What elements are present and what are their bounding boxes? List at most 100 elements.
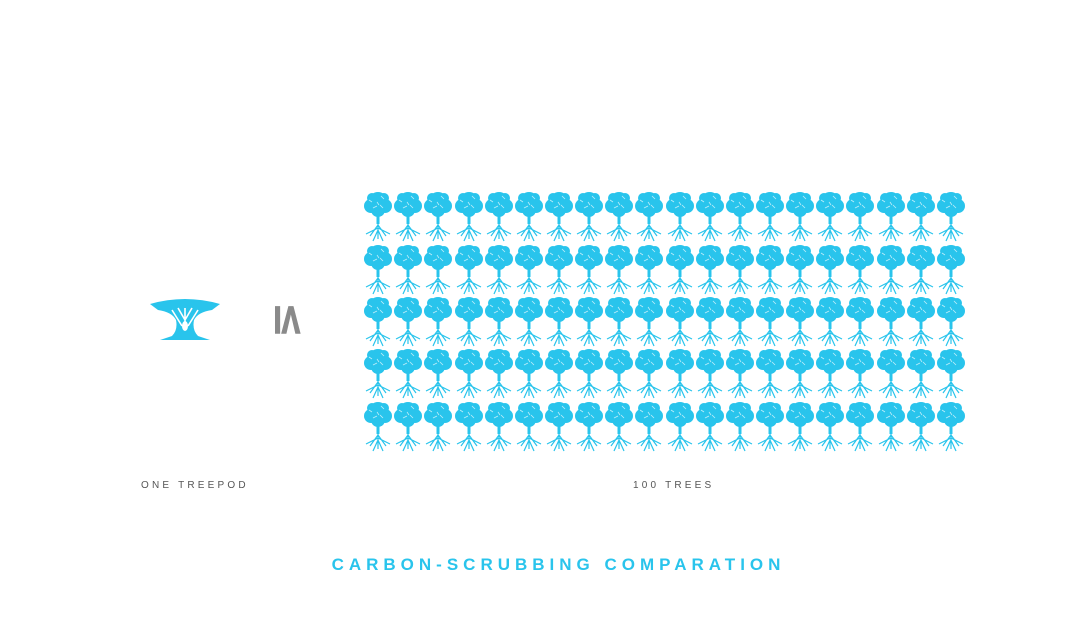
tree-icon <box>514 242 544 294</box>
tree-icon <box>815 400 845 452</box>
tree-icon <box>423 242 453 294</box>
tree-icon <box>423 400 453 452</box>
tree-icon <box>815 347 845 399</box>
tree-icon <box>906 347 936 399</box>
tree-icon <box>785 400 815 452</box>
tree-icon <box>393 295 423 347</box>
tree-icon <box>453 190 483 242</box>
tree-icon <box>876 400 906 452</box>
tree-icon <box>725 242 755 294</box>
tree-icon <box>604 347 634 399</box>
tree-icon <box>604 242 634 294</box>
tree-icon <box>453 400 483 452</box>
tree-icon <box>363 190 393 242</box>
tree-icon <box>876 242 906 294</box>
tree-icon <box>695 295 725 347</box>
tree-icon <box>755 242 785 294</box>
treepod-label: ONE TREEPOD <box>141 480 249 491</box>
tree-icon <box>393 400 423 452</box>
tree-icon <box>755 400 785 452</box>
tree-icon <box>936 190 966 242</box>
tree-icon <box>514 295 544 347</box>
tree-icon <box>725 400 755 452</box>
tree-icon <box>484 400 514 452</box>
tree-icon <box>423 347 453 399</box>
tree-icon <box>423 190 453 242</box>
less-than-or-equal-symbol: ≤ <box>264 301 316 339</box>
tree-icon <box>514 400 544 452</box>
tree-icon <box>845 295 875 347</box>
tree-icon <box>634 242 664 294</box>
tree-icon <box>574 295 604 347</box>
tree-icon <box>845 347 875 399</box>
tree-icon <box>936 400 966 452</box>
tree-icon <box>484 190 514 242</box>
tree-icon <box>906 190 936 242</box>
tree-icon <box>815 242 845 294</box>
tree-icon <box>514 347 544 399</box>
tree-icon <box>695 190 725 242</box>
tree-icon <box>544 400 574 452</box>
tree-icon <box>695 347 725 399</box>
tree-icon <box>634 347 664 399</box>
tree-icon <box>544 190 574 242</box>
tree-icon <box>544 295 574 347</box>
tree-icon <box>785 242 815 294</box>
tree-icon <box>725 190 755 242</box>
tree-icon <box>574 400 604 452</box>
trees-label: 100 TREES <box>633 480 715 491</box>
tree-icon <box>664 400 694 452</box>
tree-icon <box>845 190 875 242</box>
tree-icon <box>936 347 966 399</box>
tree-icon <box>664 295 694 347</box>
tree-icon <box>725 347 755 399</box>
tree-icon <box>604 295 634 347</box>
tree-icon <box>755 347 785 399</box>
tree-icon <box>544 242 574 294</box>
tree-icon <box>514 190 544 242</box>
tree-icon <box>785 190 815 242</box>
tree-icon <box>755 190 785 242</box>
tree-icon <box>363 400 393 452</box>
treepod-icon <box>148 296 222 342</box>
tree-icon <box>815 295 845 347</box>
tree-icon <box>484 347 514 399</box>
tree-icon <box>664 347 694 399</box>
tree-icon <box>453 347 483 399</box>
tree-icon <box>845 400 875 452</box>
tree-icon <box>876 190 906 242</box>
tree-icon <box>695 400 725 452</box>
tree-icon <box>664 190 694 242</box>
diagram-title: CARBON-SCRUBBING COMPARATION <box>331 555 786 574</box>
tree-icon <box>544 347 574 399</box>
tree-icon <box>785 295 815 347</box>
tree-icon <box>876 295 906 347</box>
tree-icon <box>363 242 393 294</box>
tree-icon <box>936 242 966 294</box>
tree-icon <box>453 295 483 347</box>
tree-icon <box>484 242 514 294</box>
tree-icon <box>755 295 785 347</box>
tree-icon <box>393 190 423 242</box>
tree-icon <box>876 347 906 399</box>
tree-icon <box>393 242 423 294</box>
tree-icon <box>906 295 936 347</box>
tree-icon <box>453 242 483 294</box>
tree-icon <box>936 295 966 347</box>
tree-icon <box>393 347 423 399</box>
tree-icon <box>725 295 755 347</box>
tree-icon <box>363 295 393 347</box>
tree-icon <box>695 242 725 294</box>
tree-icon <box>604 400 634 452</box>
tree-icon <box>664 242 694 294</box>
tree-icon <box>574 242 604 294</box>
tree-icon <box>574 190 604 242</box>
tree-icon <box>423 295 453 347</box>
tree-icon <box>484 295 514 347</box>
tree-icon <box>363 347 393 399</box>
tree-icon <box>634 190 664 242</box>
tree-icon <box>906 242 936 294</box>
trees-grid <box>363 190 966 452</box>
tree-icon <box>574 347 604 399</box>
tree-icon <box>604 190 634 242</box>
